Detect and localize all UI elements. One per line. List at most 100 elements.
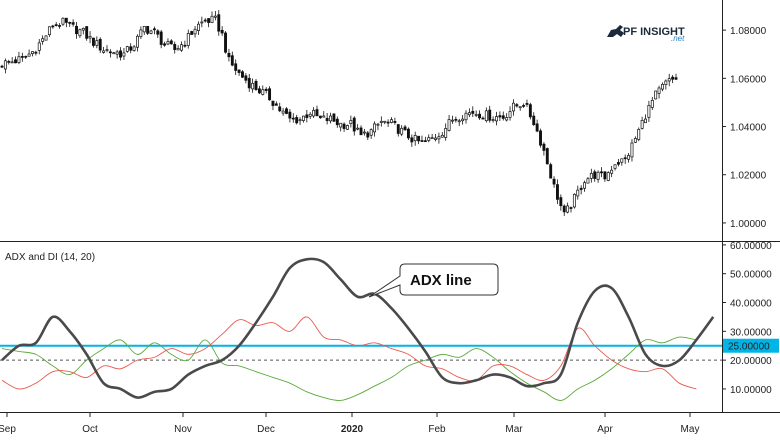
candle bbox=[0, 64, 4, 69]
candle-body-down bbox=[51, 25, 55, 28]
candle-body-down bbox=[325, 117, 329, 122]
candle-body-down bbox=[203, 19, 207, 22]
candle-body-up bbox=[213, 15, 217, 18]
candle bbox=[102, 46, 106, 54]
candle-body-up bbox=[200, 21, 204, 24]
candle bbox=[173, 41, 177, 54]
candle bbox=[44, 35, 48, 41]
candle-body-up bbox=[518, 106, 522, 109]
candle-body-down bbox=[98, 38, 102, 51]
candle-body-up bbox=[176, 48, 180, 51]
candle bbox=[91, 37, 95, 48]
candle-body-down bbox=[91, 37, 95, 46]
candle-body-down bbox=[393, 121, 397, 123]
candle bbox=[268, 86, 272, 101]
candle-body-down bbox=[549, 164, 553, 179]
candle bbox=[386, 119, 390, 127]
candle-body-down bbox=[257, 88, 261, 94]
candle-body-up bbox=[451, 119, 454, 122]
candle bbox=[437, 132, 441, 144]
candle bbox=[451, 115, 454, 124]
candle-body-down bbox=[152, 28, 156, 31]
candle bbox=[190, 30, 194, 35]
candle-body-up bbox=[637, 129, 641, 140]
candle-body-down bbox=[34, 51, 38, 54]
x-tick-label: Dec bbox=[257, 424, 275, 435]
candle bbox=[14, 56, 17, 64]
candle bbox=[186, 29, 190, 49]
candle bbox=[346, 124, 349, 131]
candle-body-down bbox=[285, 108, 288, 114]
candle-body-down bbox=[528, 104, 532, 118]
candle bbox=[539, 128, 542, 148]
candle bbox=[115, 49, 119, 59]
candle bbox=[159, 30, 163, 49]
candle-body-up bbox=[322, 115, 326, 118]
candle-body-down bbox=[552, 178, 556, 185]
candle bbox=[373, 121, 377, 137]
candle bbox=[528, 102, 532, 120]
candle bbox=[329, 112, 332, 124]
candle bbox=[586, 176, 590, 184]
candle bbox=[671, 75, 675, 84]
candle-body-up bbox=[620, 158, 624, 163]
x-tick-label: May bbox=[681, 424, 700, 435]
candle-body-down bbox=[454, 118, 458, 121]
candle bbox=[227, 48, 231, 62]
candle-body-up bbox=[613, 164, 617, 169]
candle-body-down bbox=[68, 22, 72, 24]
candle bbox=[410, 134, 414, 147]
candle-body-up bbox=[467, 112, 471, 116]
candle-body-down bbox=[278, 106, 282, 112]
candle bbox=[393, 117, 397, 125]
candle-body-down bbox=[352, 117, 356, 132]
candle-body-up bbox=[142, 26, 146, 33]
candle bbox=[427, 134, 431, 143]
candle-body-down bbox=[217, 14, 221, 32]
candle bbox=[491, 116, 495, 123]
candle-body-down bbox=[616, 162, 620, 165]
candle bbox=[54, 22, 58, 27]
candle-body-up bbox=[329, 115, 332, 122]
candle-body-down bbox=[108, 51, 112, 54]
candle-body-up bbox=[88, 36, 92, 39]
candle-body-down bbox=[525, 103, 529, 105]
candle bbox=[193, 25, 197, 38]
candle bbox=[125, 45, 129, 53]
candle bbox=[525, 99, 529, 107]
candle-body-down bbox=[254, 80, 258, 90]
candle bbox=[674, 73, 678, 80]
candle-body-down bbox=[488, 109, 492, 121]
candle-body-up bbox=[27, 53, 31, 57]
candle-body-down bbox=[230, 55, 234, 66]
candle-body-down bbox=[396, 124, 400, 134]
indicator-pane bbox=[0, 242, 722, 412]
candle bbox=[217, 10, 221, 36]
logo-brand: PF INSIGHT bbox=[623, 26, 685, 38]
candle bbox=[620, 158, 624, 166]
candle-body-down bbox=[129, 46, 133, 51]
candle-body-down bbox=[366, 132, 370, 138]
callout-box bbox=[368, 263, 499, 298]
candle-body-up bbox=[31, 51, 34, 55]
indicator-tick-label: 40.00000 bbox=[730, 299, 772, 310]
candle bbox=[10, 57, 14, 64]
candle-body-down bbox=[318, 115, 322, 119]
candle bbox=[667, 73, 671, 87]
candle-body-down bbox=[169, 40, 173, 45]
callout-label: ADX line bbox=[410, 272, 472, 289]
candle-body-up bbox=[186, 33, 190, 46]
candle-body-down bbox=[315, 109, 319, 117]
candle-body-up bbox=[17, 56, 21, 64]
candle-body-down bbox=[423, 140, 427, 143]
candle bbox=[75, 22, 78, 39]
candle bbox=[247, 73, 251, 92]
candle-body-down bbox=[54, 24, 58, 26]
candle-body-up bbox=[136, 35, 139, 48]
candle bbox=[122, 47, 126, 60]
candle bbox=[210, 11, 214, 23]
candle-body-down bbox=[593, 171, 597, 179]
reference-label: 25.00000 bbox=[728, 342, 770, 353]
candle-body-up bbox=[139, 29, 143, 37]
